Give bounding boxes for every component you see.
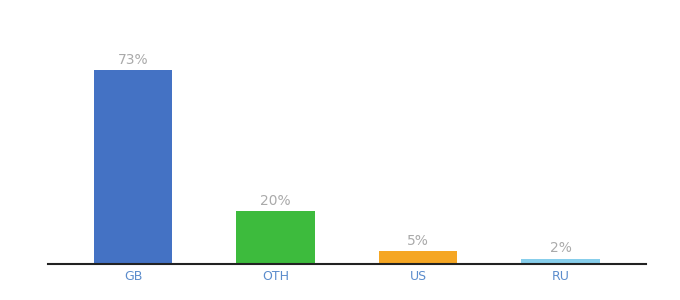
Text: 5%: 5% [407, 233, 429, 248]
Text: 20%: 20% [260, 194, 291, 208]
Bar [94, 70, 172, 264]
Bar [379, 251, 457, 264]
Bar [237, 211, 315, 264]
Text: 73%: 73% [118, 53, 148, 67]
Bar [522, 259, 600, 264]
Text: 2%: 2% [549, 242, 571, 256]
